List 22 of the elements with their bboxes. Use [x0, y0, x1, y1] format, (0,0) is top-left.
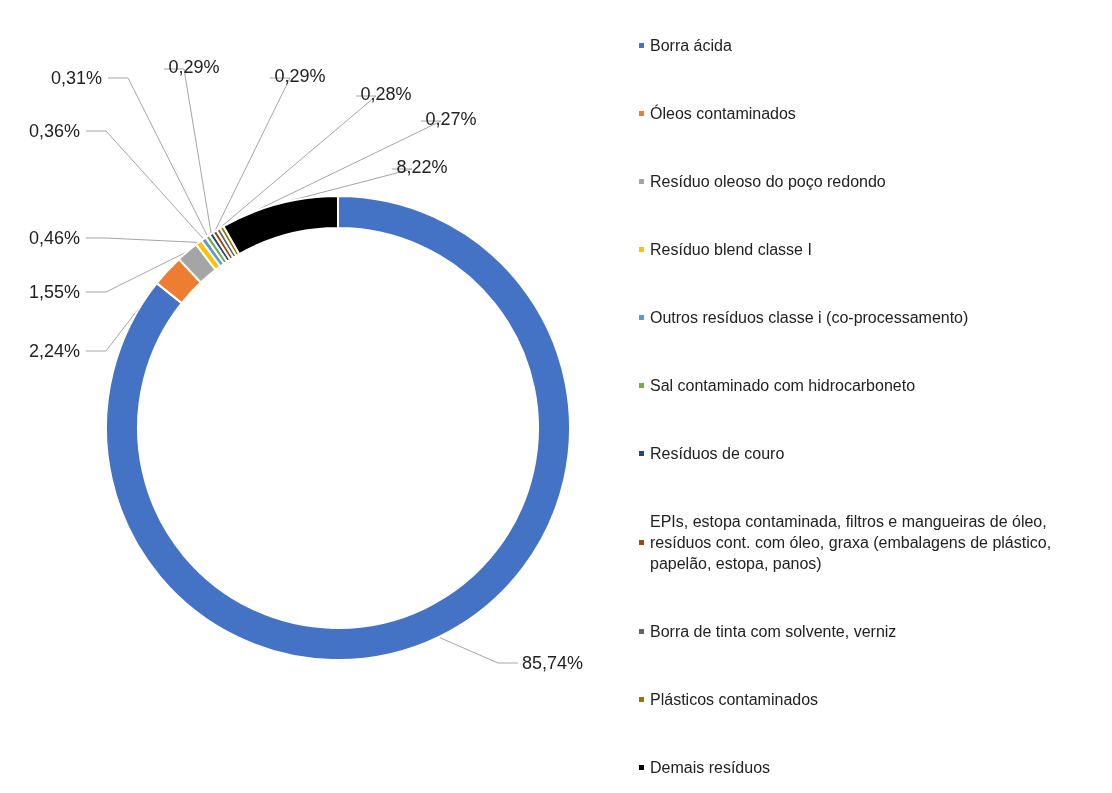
legend-label: EPIs, estopa contaminada, filtros e mangueiras de óleo, resíduos cont. com óleo, graxa (embalagens de plástico, papelão, estopa, panos) — [650, 513, 1056, 572]
legend-label: Resíduos de couro — [650, 445, 785, 462]
data-label: 0,27% — [425, 109, 477, 129]
legend-label: Sal contaminado com hidrocarboneto — [650, 377, 916, 394]
legend-label: Borra de tinta com solvente, verniz — [650, 623, 897, 640]
data-label: 0,29% — [168, 57, 220, 77]
legend-label: Demais resíduos — [650, 759, 771, 776]
data-label: 0,36% — [28, 121, 80, 141]
legend-label: Plásticos contaminados — [650, 691, 819, 708]
data-label: 0,28% — [360, 84, 412, 104]
data-label: 0,29% — [274, 66, 326, 86]
legend-label: Borra ácida — [650, 37, 732, 54]
legend-label: Óleos contaminados — [650, 104, 796, 122]
legend-label: Resíduo oleoso do poço redondo — [650, 173, 886, 190]
data-label: 85,74% — [522, 653, 584, 673]
data-label: 0,31% — [50, 68, 102, 88]
data-label: 8,22% — [396, 157, 448, 177]
data-label: 1,55% — [28, 282, 80, 302]
legend-label: Resíduo blend classe I — [650, 241, 812, 258]
data-label: 2,24% — [28, 341, 80, 361]
legend-label: Outros resíduos classe i (co-processamento) — [650, 309, 969, 326]
data-label: 0,46% — [28, 228, 80, 248]
